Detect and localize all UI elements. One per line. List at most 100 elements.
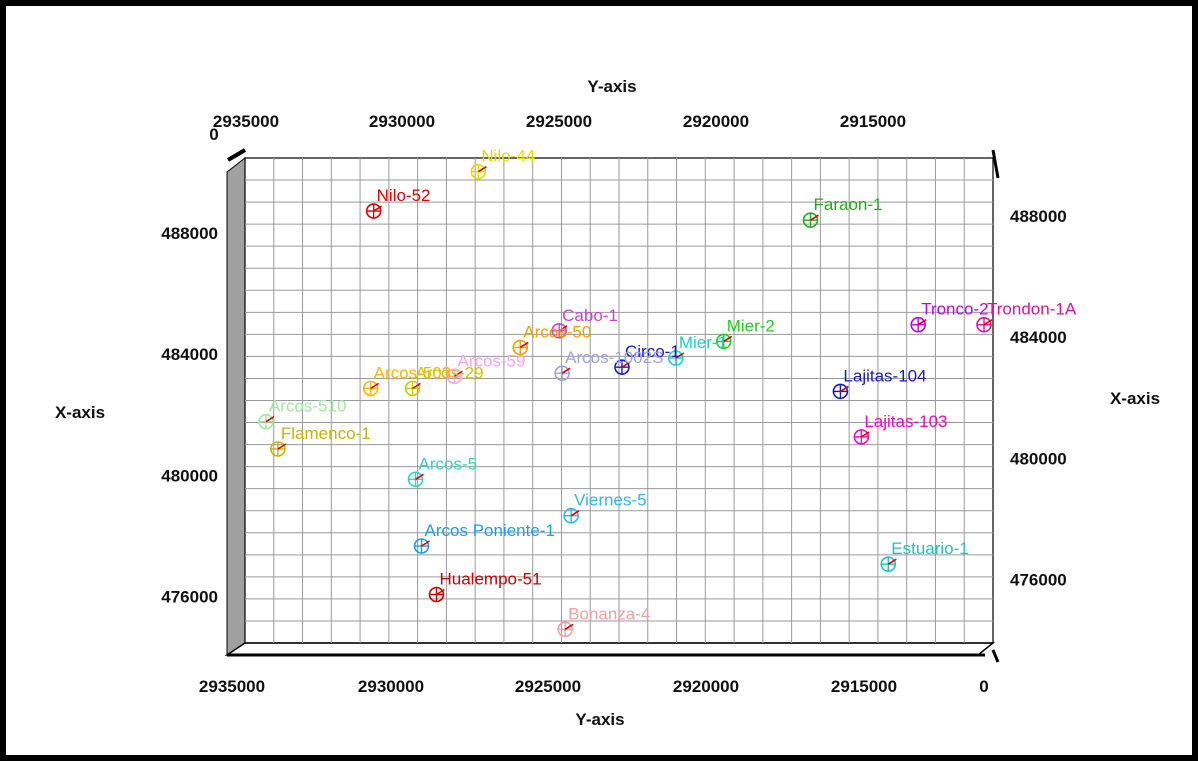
chart-frame: 2935000 2930000 2925000 2920000 2915000 0 2935…: [6, 6, 1192, 755]
x-tick-label-bottom: 2915000: [831, 677, 897, 696]
well-label: Arcos-29: [416, 363, 484, 382]
well-deviation: [477, 165, 487, 173]
well-deviation: [917, 319, 927, 326]
well-deviation: [415, 473, 424, 480]
well-label: Tronco-2: [921, 300, 988, 319]
well-deviation: [561, 367, 571, 374]
well-deviation: [839, 385, 849, 393]
well-deviation: [570, 510, 580, 517]
well-deviation: [519, 341, 529, 349]
y-tick-label-left: 476000: [161, 588, 218, 607]
well-deviation: [436, 588, 445, 596]
x-axis-title-top: Y-axis: [587, 77, 636, 96]
well-deviation: [983, 319, 993, 326]
well-deviation: [887, 558, 897, 565]
well-deviation: [675, 352, 685, 359]
well-marker[interactable]: Nilo-52: [365, 186, 431, 219]
well-label: Cabo-1: [562, 306, 618, 325]
well-deviation: [621, 361, 631, 368]
well-label: Arcos Poniente-1: [425, 521, 555, 540]
well-marker[interactable]: Mier-1: [668, 333, 727, 366]
well-label: Arcos-50: [523, 322, 591, 341]
well-marker[interactable]: Flamenco-1: [270, 424, 371, 457]
y-tick-label-right: 488000: [1010, 207, 1067, 226]
well-deviation: [277, 443, 287, 450]
well-label: Arcos-1002S: [565, 348, 663, 367]
y-tick-label-right: 484000: [1010, 328, 1067, 347]
well-deviation: [723, 335, 733, 343]
well-label: Trondon-1A: [987, 300, 1077, 319]
right-bottom-edge: [991, 649, 1000, 663]
well-marker[interactable]: Tronco-2: [910, 300, 989, 333]
well-deviation: [265, 416, 275, 423]
well-deviation: [421, 540, 430, 547]
well-marker[interactable]: Arcos Poniente-1: [413, 521, 555, 554]
x-tick-label-bottom: 2935000: [199, 677, 265, 696]
well-marker[interactable]: Lajitas-104: [832, 366, 927, 400]
well-label: Viernes-5: [574, 491, 646, 510]
floor: [224, 642, 996, 656]
well-marker[interactable]: Nilo-44: [470, 147, 535, 180]
y-tick-label-left: 488000: [161, 224, 218, 243]
well-deviation: [412, 382, 421, 390]
well-marker[interactable]: Arcos-59: [446, 351, 525, 385]
well-marker[interactable]: Arcos-1002S: [554, 348, 663, 382]
y-tick-label-left: 484000: [161, 345, 218, 364]
y-tick-label-left: 480000: [161, 466, 218, 485]
well-marker[interactable]: Arcos-29: [404, 363, 484, 397]
x-tick-label-bottom: 0: [979, 677, 988, 696]
well-deviation: [454, 370, 463, 377]
well-deviation: [558, 325, 568, 332]
well-deviation: [860, 431, 870, 438]
well-marker[interactable]: Trondon-1A: [976, 300, 1077, 333]
x-tick-label-top: 2915000: [840, 112, 906, 131]
well-marker[interactable]: Arcos-5: [407, 454, 478, 488]
well-label: Bonanza-4: [568, 604, 650, 623]
x-tick-label-bottom: 2930000: [358, 677, 424, 696]
y-tick-label-right: 480000: [1010, 449, 1067, 468]
well-marker[interactable]: Bonanza-4: [557, 604, 650, 638]
well-deviation: [373, 205, 383, 212]
well-label: Lajitas-104: [843, 366, 926, 385]
well-marker[interactable]: Faraon-1: [802, 195, 882, 228]
well-label: Circo-1: [625, 342, 680, 361]
well-marker[interactable]: Mier-2: [715, 316, 775, 350]
well-deviation: [564, 623, 574, 631]
well-label: Mier-1: [679, 333, 727, 352]
well-marker[interactable]: Hualempo-51: [428, 570, 542, 603]
well-label: Arcos-510: [269, 397, 346, 416]
well-label: Faraon-1: [813, 195, 882, 214]
well-marker[interactable]: Cabo-1: [551, 306, 618, 339]
well-marker[interactable]: Viernes-5: [563, 491, 647, 524]
well-label: Flamenco-1: [281, 424, 371, 443]
x-tick-label-top: 0: [209, 125, 218, 144]
x-tick-label-top: 2925000: [526, 112, 592, 131]
y-tick-label-right: 476000: [1010, 571, 1067, 590]
left-wall: [226, 156, 246, 656]
well-label: Lajitas-103: [864, 412, 947, 431]
x-tick-label-top: 2930000: [369, 112, 435, 131]
x-tick-label-bottom: 2920000: [673, 677, 739, 696]
well-marker[interactable]: Estuario-1: [880, 539, 969, 572]
well-deviation: [810, 214, 819, 221]
x-tick-label-top: 2935000: [213, 112, 279, 131]
x-tick-label-top: 2920000: [683, 112, 749, 131]
top-corner-edge: [226, 148, 247, 162]
y-axis-title-left: X-axis: [55, 403, 105, 422]
well-deviation: [370, 382, 380, 390]
well-label: Estuario-1: [891, 539, 968, 558]
well-marker[interactable]: Circo-1: [614, 342, 680, 375]
well-marker[interactable]: Arcos-510: [258, 397, 346, 430]
right-corner-edge: [991, 149, 1000, 179]
x-axis-title-bottom: Y-axis: [575, 710, 624, 729]
well-label: Mier-2: [727, 316, 775, 335]
well-label: Nilo-52: [377, 186, 431, 205]
well-label: Nilo-44: [481, 147, 535, 166]
x-tick-label-bottom: 2925000: [515, 677, 581, 696]
well-label: Arcos-5: [419, 454, 478, 473]
well-marker[interactable]: Arcos-50: [512, 322, 591, 356]
y-axis-title-right: X-axis: [1110, 389, 1160, 408]
well-marker[interactable]: Lajitas-103: [853, 412, 948, 445]
well-marker[interactable]: Arcos-503: [362, 363, 451, 397]
